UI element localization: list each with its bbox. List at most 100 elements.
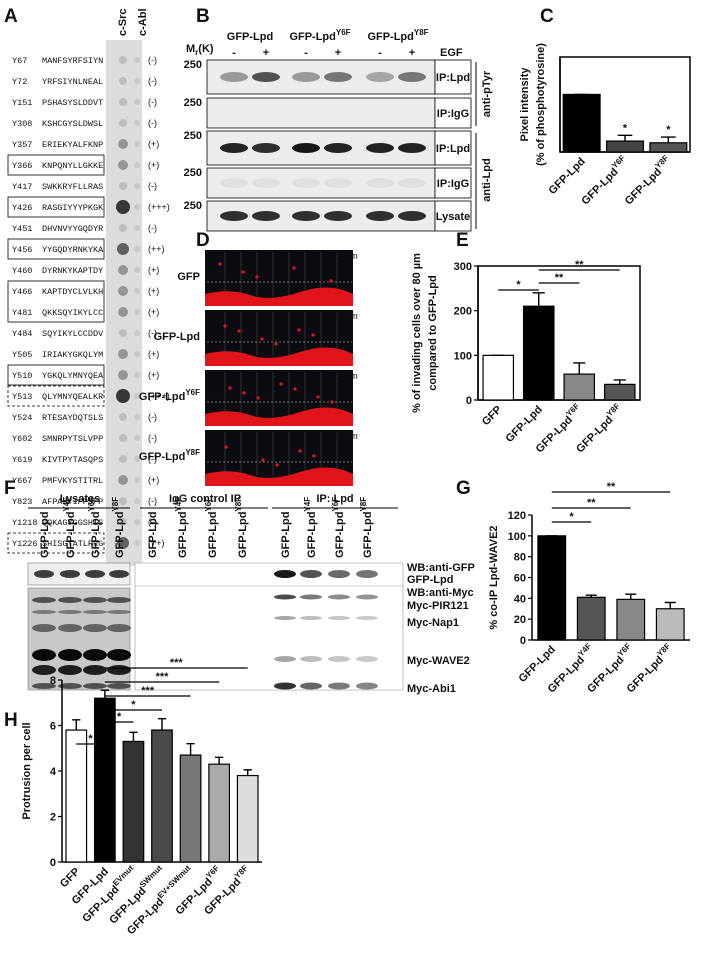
- band: [220, 143, 248, 153]
- cell: [260, 337, 264, 341]
- band: [107, 683, 131, 689]
- blot: [206, 59, 436, 95]
- band: [398, 178, 426, 188]
- peptide: YRFSIYNLNEAL: [42, 77, 103, 87]
- band: [366, 143, 394, 153]
- band: [32, 649, 56, 661]
- band: [252, 178, 280, 188]
- cell: [330, 400, 334, 404]
- error-bar: [100, 689, 109, 699]
- spot: [119, 56, 127, 64]
- y-tick-label: 100: [454, 350, 472, 362]
- lane-label-base: GFP-Lpd: [237, 512, 249, 558]
- x-tick-label-sup: Y8F: [233, 863, 250, 880]
- band: [324, 143, 352, 153]
- bar: [537, 535, 567, 641]
- x-tick-label: GFP-Lpd: [517, 644, 558, 685]
- x-tick-label-sup: Y8F: [655, 641, 672, 658]
- y-tick-label: 80: [514, 552, 526, 564]
- site-box: [7, 532, 105, 554]
- spot: [119, 434, 127, 442]
- site: Y72: [12, 77, 27, 87]
- error-bar: [129, 731, 138, 742]
- bar: [522, 305, 555, 401]
- abl-score: (+): [148, 307, 159, 317]
- spot: [134, 393, 140, 399]
- x-tick-label-base: GFP-Lpd: [579, 166, 620, 207]
- antibody: anti-pTyr: [481, 70, 493, 117]
- lane-label-base: GFP-Lpd: [65, 512, 77, 558]
- spot: [134, 99, 140, 105]
- band: [328, 616, 350, 620]
- band: [109, 570, 129, 578]
- y-tick-label: 0: [466, 395, 472, 407]
- group-label-base: GFP-Lpd: [367, 31, 413, 43]
- cell: [279, 382, 283, 386]
- spot: [119, 182, 127, 190]
- lane-label: GFP-LpdY4F: [62, 497, 77, 558]
- site: Y602: [12, 434, 32, 444]
- site: Y151: [12, 98, 32, 108]
- scale: 80µm: [207, 392, 230, 402]
- peptide: SQYIKYLCCDDV: [42, 329, 104, 339]
- band: [252, 72, 280, 82]
- x-tick-label-text: GFP: [480, 404, 504, 428]
- lane-label: GFP-LpdY4F: [174, 497, 189, 558]
- spot: [118, 370, 128, 380]
- y-axis-title: Pixel intensity: [519, 67, 531, 142]
- bar: [603, 383, 636, 401]
- mr-label: Mr(K): [186, 43, 214, 57]
- cell: [297, 328, 301, 332]
- peptide: ERIEKYALFKNP: [42, 140, 103, 150]
- spot: [134, 540, 140, 546]
- x-tick-label-sup: EVmut: [111, 863, 136, 888]
- scale: 60µm: [335, 311, 358, 321]
- lane-sign: +: [263, 47, 269, 59]
- mr-label-sub: r: [195, 48, 198, 57]
- band: [356, 656, 378, 662]
- spot: [118, 307, 128, 317]
- band: [83, 610, 107, 614]
- spot: [134, 78, 140, 84]
- lane-label: GFP-LpdY8F: [359, 497, 374, 558]
- site: Y1218: [12, 518, 38, 528]
- band: [107, 610, 131, 614]
- scale: 60µm: [335, 251, 358, 261]
- peptide: DHVNVYYGQDYR: [42, 224, 103, 234]
- band: [107, 665, 131, 675]
- x-tick-label-base: GFP-Lpd: [574, 414, 615, 455]
- blot-label: Myc-WAVE2: [407, 655, 470, 667]
- band: [83, 683, 107, 689]
- abl-score: (+): [148, 370, 159, 380]
- lane-label-base: GFP-Lpd: [362, 512, 374, 558]
- y-tick-label: 20: [514, 614, 526, 626]
- abl-score: (-): [148, 118, 157, 128]
- peptide: PSHASYSLDDVT: [42, 98, 103, 108]
- band: [398, 211, 426, 221]
- band: [85, 570, 105, 578]
- spot: [134, 225, 140, 231]
- band: [292, 72, 320, 82]
- band: [300, 594, 322, 600]
- band: [356, 594, 378, 600]
- x-tick-label: GFP: [58, 866, 82, 890]
- peptide: PMFVKYSTITRL: [42, 476, 103, 486]
- site-box: [7, 238, 105, 260]
- x-tick-label-base: GFP-Lpd: [546, 654, 587, 695]
- band: [356, 570, 378, 578]
- y-axis-title: (% of phosphotyrosine): [535, 43, 547, 166]
- band: [83, 624, 107, 632]
- site-box: [7, 364, 105, 386]
- panel-label: B: [196, 6, 210, 27]
- spot: [134, 477, 140, 483]
- spot: [134, 456, 140, 462]
- blot-label: IP:IgG: [437, 178, 469, 190]
- significance: *: [131, 699, 136, 711]
- mw-marker: 250: [184, 59, 202, 71]
- x-tick-label-sup: Y4F: [576, 641, 593, 658]
- y-tick-label: 300: [454, 261, 472, 273]
- mr-label-unit: (K): [198, 43, 214, 55]
- x-tick-label: GFP-LpdY8F: [572, 401, 626, 455]
- abl-score: (+): [148, 475, 159, 485]
